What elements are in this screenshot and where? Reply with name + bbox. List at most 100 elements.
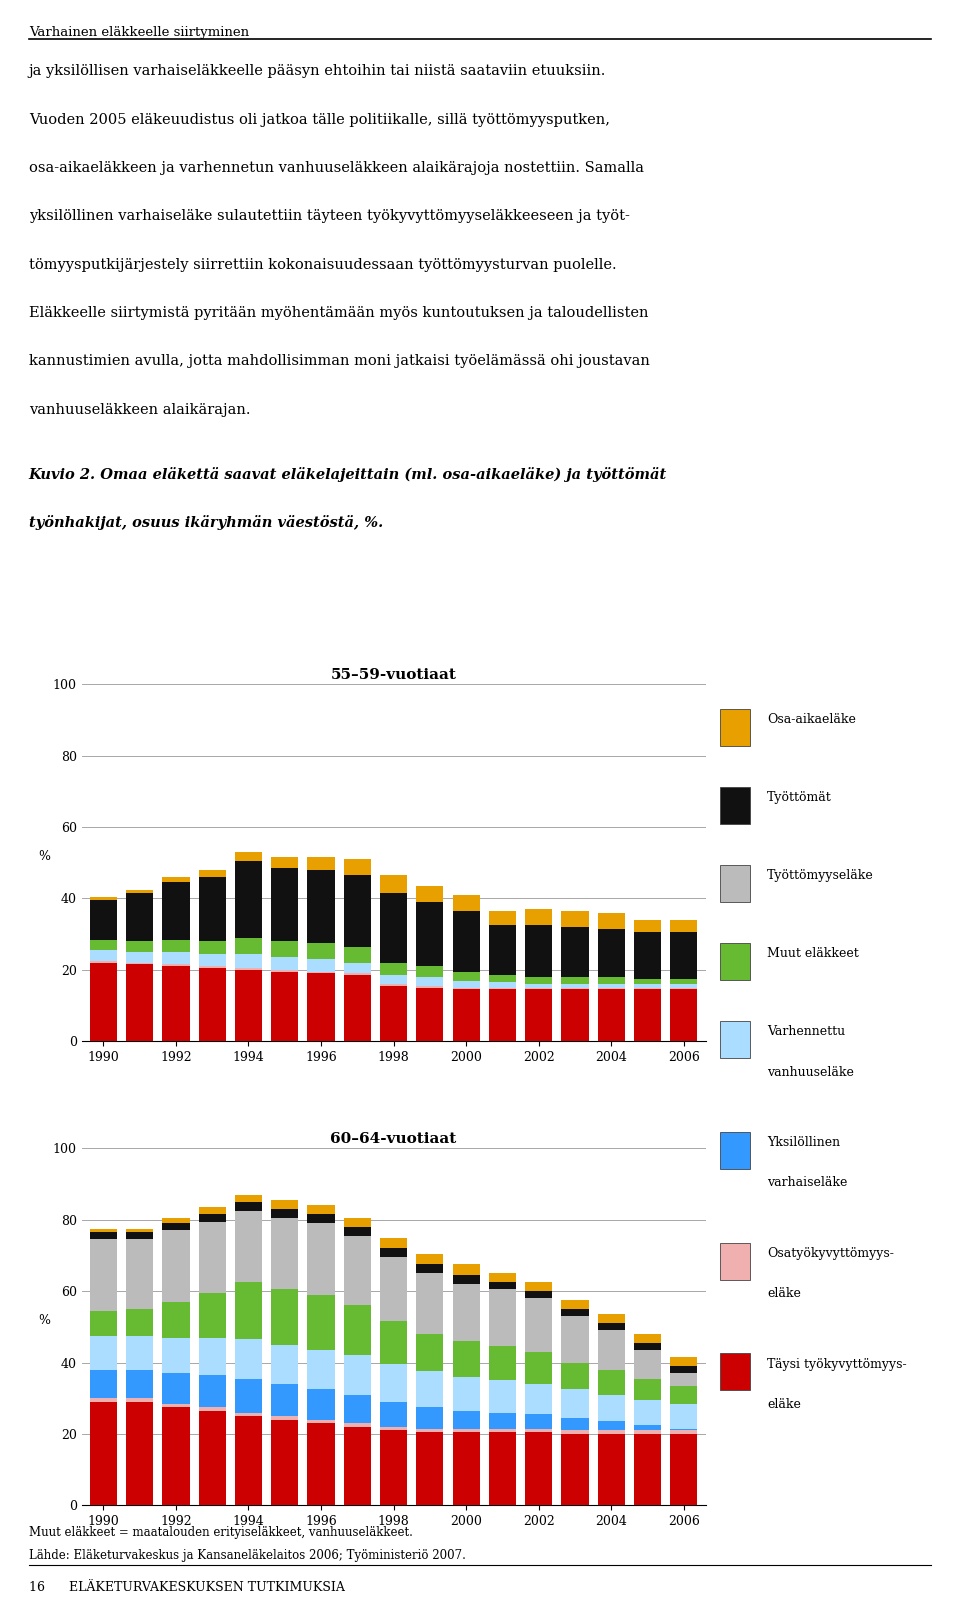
Bar xyxy=(126,1309,154,1336)
Bar xyxy=(307,1206,335,1214)
Bar xyxy=(720,1243,751,1280)
Bar xyxy=(344,1236,371,1306)
Bar xyxy=(90,963,117,1042)
Bar xyxy=(380,1322,407,1364)
Text: Vuoden 2005 eläkeuudistus oli jatkoa tälle politiikalle, sillä työttömyysputken,: Vuoden 2005 eläkeuudistus oli jatkoa täl… xyxy=(29,113,610,127)
Bar xyxy=(417,977,444,985)
Bar xyxy=(417,902,444,966)
Bar xyxy=(162,882,189,940)
Bar xyxy=(562,1389,588,1418)
Bar xyxy=(489,926,516,976)
Bar xyxy=(199,1293,226,1338)
Bar xyxy=(452,1377,480,1410)
Bar xyxy=(562,977,588,984)
Bar xyxy=(417,1372,444,1407)
Bar xyxy=(199,968,226,1042)
Bar xyxy=(126,894,154,942)
Bar xyxy=(162,952,189,964)
Bar xyxy=(271,1199,299,1209)
Bar xyxy=(525,984,552,987)
Bar xyxy=(380,985,407,1042)
Text: yksilöllinen varhaiseläke sulautettiin täyteen työkyvyttömyyseläkkeeseen ja työt: yksilöllinen varhaiseläke sulautettiin t… xyxy=(29,209,630,224)
Bar xyxy=(634,1435,661,1505)
Bar xyxy=(417,1433,444,1505)
Bar xyxy=(380,1402,407,1426)
Title: 60–64-vuotiaat: 60–64-vuotiaat xyxy=(330,1132,457,1146)
Text: Yksilöllinen: Yksilöllinen xyxy=(767,1137,840,1150)
Bar xyxy=(720,865,751,902)
Bar xyxy=(562,911,588,927)
Bar xyxy=(126,942,154,952)
Bar xyxy=(90,1370,117,1397)
Bar xyxy=(634,1425,661,1430)
Bar xyxy=(90,950,117,961)
Text: vanhuuseläkkeen alaikärajan.: vanhuuseläkkeen alaikärajan. xyxy=(29,402,251,417)
Bar xyxy=(452,1275,480,1285)
Text: Työttömyyseläke: Työttömyyseläke xyxy=(767,869,874,882)
Bar xyxy=(598,1323,625,1330)
Bar xyxy=(525,990,552,1042)
Bar xyxy=(162,966,189,1042)
Text: ja yksilöllisen varhaiseläkkeelle pääsyn ehtoihin tai niistä saataviin etuuksiin: ja yksilöllisen varhaiseläkkeelle pääsyn… xyxy=(29,64,606,79)
Bar xyxy=(199,1410,226,1505)
Bar xyxy=(271,942,299,958)
Bar xyxy=(489,1282,516,1290)
Bar xyxy=(598,1330,625,1370)
Bar xyxy=(525,1414,552,1428)
Bar xyxy=(235,1340,262,1378)
Bar xyxy=(126,889,154,894)
Bar xyxy=(489,1346,516,1380)
Bar xyxy=(307,1294,335,1351)
Bar xyxy=(598,977,625,984)
Bar xyxy=(344,1423,371,1426)
Bar xyxy=(489,990,516,1042)
Bar xyxy=(598,987,625,990)
Bar xyxy=(417,1335,444,1372)
Bar xyxy=(634,1401,661,1425)
Bar xyxy=(271,868,299,942)
Bar xyxy=(489,1274,516,1282)
Bar xyxy=(126,1228,154,1232)
Bar xyxy=(562,990,588,1042)
Text: 16      ELÄKETURVAKESKUKSEN TUTKIMUKSIA: 16 ELÄKETURVAKESKUKSEN TUTKIMUKSIA xyxy=(29,1581,345,1594)
Bar xyxy=(670,1428,697,1430)
Text: eläke: eläke xyxy=(767,1288,801,1301)
Bar xyxy=(720,1354,751,1391)
Bar xyxy=(344,876,371,947)
Bar xyxy=(199,877,226,942)
Bar xyxy=(235,1378,262,1412)
Bar xyxy=(380,976,407,984)
Bar xyxy=(344,860,371,876)
Bar xyxy=(525,1352,552,1385)
Text: Kuvio 2. Omaa eläkettä saavat eläkelajeittain (ml. osa-aikaeläke) ja työttömät: Kuvio 2. Omaa eläkettä saavat eläkelajei… xyxy=(29,467,667,481)
Bar xyxy=(307,1351,335,1389)
Bar xyxy=(598,990,625,1042)
Bar xyxy=(90,940,117,950)
Bar xyxy=(562,987,588,990)
Bar xyxy=(417,1254,444,1264)
Bar xyxy=(126,1232,154,1240)
Bar xyxy=(235,968,262,969)
Bar xyxy=(634,1335,661,1343)
Bar xyxy=(162,1407,189,1505)
Text: varhaiseläke: varhaiseläke xyxy=(767,1177,848,1190)
Bar xyxy=(670,919,697,932)
Bar xyxy=(634,1430,661,1435)
Bar xyxy=(199,1407,226,1410)
Bar xyxy=(344,963,371,974)
Bar xyxy=(380,1430,407,1505)
Bar xyxy=(90,1336,117,1370)
Bar xyxy=(380,1257,407,1322)
Text: Muut eläkkeet = maatalouden erityiseläkkeet, vanhuuseläkkeet.: Muut eläkkeet = maatalouden erityiseläkk… xyxy=(29,1526,413,1539)
Bar xyxy=(90,1228,117,1232)
Bar xyxy=(235,1417,262,1505)
Bar xyxy=(452,987,480,990)
Bar xyxy=(271,1417,299,1420)
Bar xyxy=(271,1385,299,1417)
Bar xyxy=(562,1418,588,1430)
Bar xyxy=(417,886,444,902)
Bar xyxy=(452,972,480,980)
Bar xyxy=(598,1394,625,1422)
Bar xyxy=(235,969,262,1042)
Bar xyxy=(452,990,480,1042)
